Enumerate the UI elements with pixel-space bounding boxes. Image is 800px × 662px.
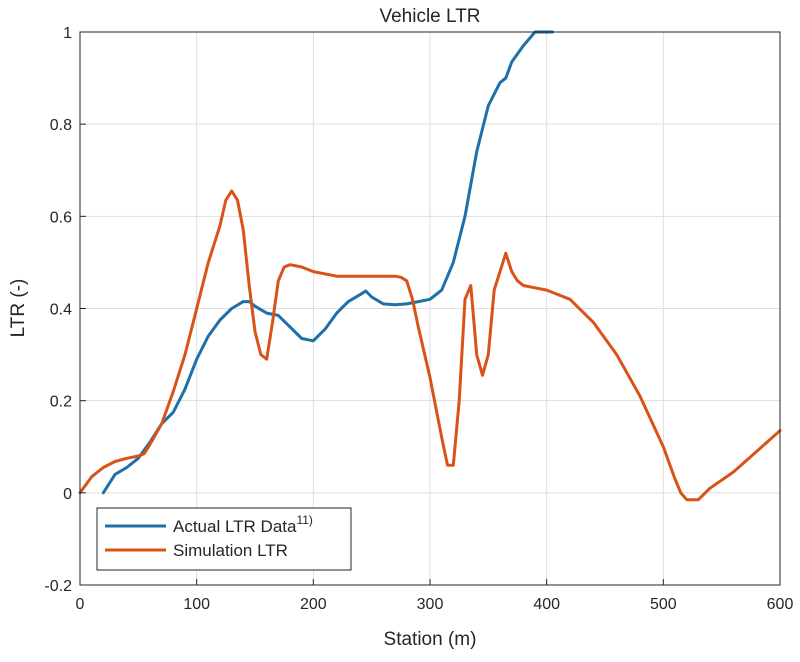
legend: Actual LTR Data11) Simulation LTR	[96, 507, 352, 571]
y-tick-label: 0.8	[50, 117, 72, 134]
x-tick-label: 500	[650, 596, 677, 613]
series-line-simulation-ltr	[78, 189, 782, 502]
y-axis-label: LTR (-)	[8, 279, 29, 338]
y-tick-label: 0.2	[50, 394, 72, 411]
y-tick-label: 1	[63, 25, 72, 42]
x-tick-label: 200	[300, 596, 327, 613]
y-tick-label: 0.6	[50, 209, 72, 226]
x-tick-label: 0	[76, 596, 85, 613]
chart-title: Vehicle LTR	[379, 6, 480, 27]
y-tick-label: -0.2	[44, 578, 72, 595]
legend-label-simulation: Simulation LTR	[173, 541, 288, 560]
y-tick-label: 0	[63, 486, 72, 503]
x-tick-label: 300	[417, 596, 444, 613]
legend-label-actual-sup: 11)	[296, 513, 312, 527]
legend-label-actual: Actual LTR Data11)	[173, 513, 313, 536]
x-tick-label: 400	[533, 596, 560, 613]
series-line-actual-ltr	[101, 30, 554, 495]
x-axis-label: Station (m)	[384, 629, 477, 650]
legend-label-actual-text: Actual LTR Data	[173, 517, 297, 536]
legend-box	[96, 507, 352, 571]
x-tick-label: 600	[767, 596, 794, 613]
ticks: 0 100 200 300 400 500 600-0.200.20.40.60.81	[44, 25, 793, 613]
y-tick-label: 0.4	[50, 302, 72, 319]
x-tick-label: 100	[183, 596, 210, 613]
series-layer	[78, 30, 782, 502]
